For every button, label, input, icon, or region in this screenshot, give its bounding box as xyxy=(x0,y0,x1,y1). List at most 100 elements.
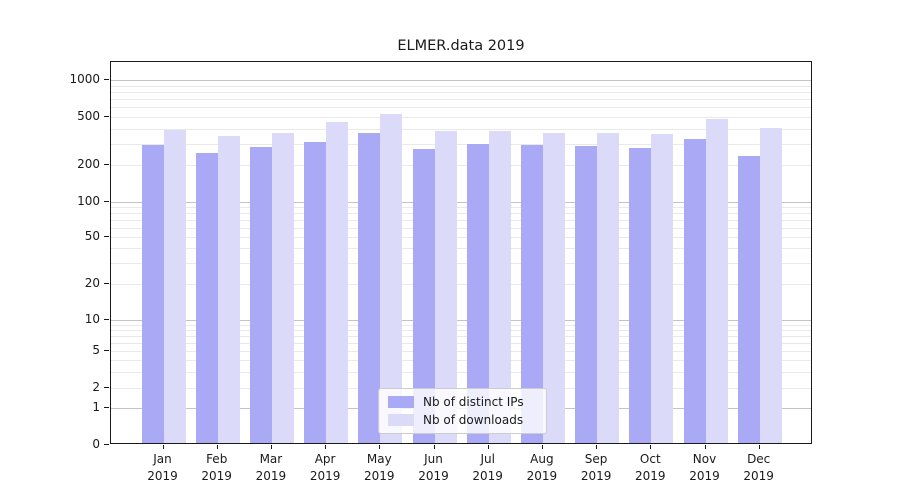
bar-distinct-ips-mar xyxy=(249,147,272,443)
y-tick-label: 1 xyxy=(92,400,100,414)
bar-distinct-ips-may xyxy=(358,133,381,443)
legend-swatch-distinct-ips xyxy=(388,396,414,408)
y-tick-mark xyxy=(104,319,109,320)
gridline-minor xyxy=(111,329,811,331)
x-tick-mark xyxy=(325,445,327,449)
x-tick-label: Jun 2019 xyxy=(418,452,449,483)
y-tick-mark xyxy=(104,444,109,445)
bar-distinct-ips-oct xyxy=(629,147,652,443)
legend-swatch-downloads xyxy=(388,414,414,426)
gridline-minor xyxy=(111,324,811,326)
gridline-minor xyxy=(111,117,811,118)
gridline-major xyxy=(111,80,811,81)
x-tick-mark xyxy=(650,445,652,449)
y-tick-label: 500 xyxy=(77,109,100,123)
y-tick-mark xyxy=(104,164,109,165)
gridline-minor xyxy=(111,143,811,145)
bar-distinct-ips-sep xyxy=(575,145,598,443)
gridline-minor xyxy=(111,91,811,93)
x-tick-mark xyxy=(216,445,218,449)
y-tick-mark xyxy=(104,350,109,351)
y-tick-label: 2 xyxy=(92,380,100,394)
gridline-minor xyxy=(111,85,811,87)
legend-label-distinct-ips: Nb of distinct IPs xyxy=(423,395,524,409)
bar-distinct-ips-jul xyxy=(466,144,489,443)
x-tick-mark xyxy=(704,445,706,449)
x-tick-mark xyxy=(487,445,489,449)
y-tick-label: 1000 xyxy=(69,72,100,86)
bar-distinct-ips-nov xyxy=(683,138,706,443)
y-tick-mark xyxy=(104,283,109,284)
gridline-minor xyxy=(111,248,811,250)
bar-distinct-ips-jun xyxy=(412,149,435,443)
bar-distinct-ips-apr xyxy=(304,141,327,443)
bar-distinct-ips-feb xyxy=(195,153,218,443)
gridline-minor xyxy=(111,335,811,337)
gridline-minor xyxy=(111,213,811,215)
x-tick-label: Apr 2019 xyxy=(309,452,341,483)
x-tick-label: Aug 2019 xyxy=(526,452,558,483)
y-tick-label: 10 xyxy=(84,312,100,326)
y-tick-mark xyxy=(104,79,109,80)
bar-downloads-apr xyxy=(326,121,349,443)
y-tick-label: 20 xyxy=(84,276,100,290)
y-tick-label: 5 xyxy=(92,343,100,357)
bar-downloads-jul xyxy=(488,130,511,443)
gridline-minor xyxy=(111,207,811,209)
gridline-minor xyxy=(111,263,811,265)
y-tick-mark xyxy=(104,236,109,237)
x-tick-mark xyxy=(758,445,760,449)
y-tick-mark xyxy=(104,116,109,117)
bar-downloads-jun xyxy=(434,130,457,443)
gridline-minor xyxy=(111,220,811,221)
gridline-minor xyxy=(111,128,811,130)
x-tick-label: Oct 2019 xyxy=(635,452,666,483)
x-tick-label: Jul 2019 xyxy=(472,452,503,483)
gridline-minor xyxy=(111,371,811,373)
x-tick-label: Feb 2019 xyxy=(201,452,232,483)
x-tick-mark xyxy=(541,445,543,449)
bar-downloads-mar xyxy=(271,132,294,443)
bar-distinct-ips-dec xyxy=(737,155,760,443)
legend-item-distinct-ips: Nb of distinct IPs xyxy=(388,395,536,409)
x-tick-label: Jan 2019 xyxy=(147,452,178,483)
gridline-major xyxy=(111,320,811,321)
bar-downloads-may xyxy=(380,113,403,443)
x-tick-mark xyxy=(596,445,598,449)
x-tick-mark xyxy=(433,445,435,449)
x-tick-mark xyxy=(162,445,164,449)
gridline-minor xyxy=(111,227,811,229)
chart-title: ELMER.data 2019 xyxy=(397,38,525,54)
y-tick-label: 50 xyxy=(84,229,100,243)
y-tick-mark xyxy=(104,201,109,202)
gridline-minor xyxy=(111,237,811,238)
bar-downloads-aug xyxy=(542,132,565,443)
gridline-minor xyxy=(111,360,811,361)
legend-label-downloads: Nb of downloads xyxy=(423,413,524,427)
bar-downloads-jan xyxy=(163,130,186,443)
y-tick-label: 200 xyxy=(77,157,100,171)
x-tick-mark xyxy=(270,445,272,449)
gridline-minor xyxy=(111,351,811,352)
gridline-minor xyxy=(111,165,811,166)
bar-downloads-dec xyxy=(759,127,782,443)
x-tick-label: Nov 2019 xyxy=(689,452,720,483)
y-tick-label: 0 xyxy=(92,437,100,451)
gridline-major xyxy=(111,202,811,203)
bar-downloads-sep xyxy=(597,132,620,443)
x-tick-label: Dec 2019 xyxy=(743,452,774,483)
plot-area xyxy=(110,61,812,444)
gridline-minor xyxy=(111,284,811,285)
bar-distinct-ips-aug xyxy=(520,145,543,443)
bar-downloads-feb xyxy=(217,135,240,443)
x-tick-label: Sep 2019 xyxy=(580,452,612,483)
bar-distinct-ips-jan xyxy=(141,145,164,443)
bar-downloads-nov xyxy=(705,119,728,443)
bar-downloads-oct xyxy=(651,133,674,443)
gridline-minor xyxy=(111,107,811,109)
y-tick-mark xyxy=(104,407,109,408)
gridline-minor xyxy=(111,99,811,101)
legend-item-downloads: Nb of downloads xyxy=(388,413,536,427)
x-tick-label: May 2019 xyxy=(364,452,395,483)
